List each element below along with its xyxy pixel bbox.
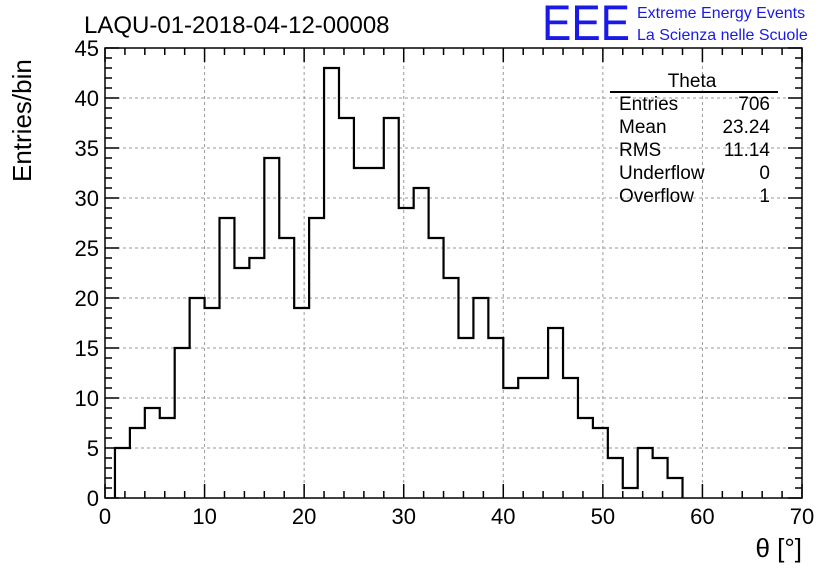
y-tick-label: 45 xyxy=(75,36,99,61)
logo-line-2: La Scienza nelle Scuole xyxy=(637,27,808,44)
histogram-bin xyxy=(145,408,160,498)
histogram-bin xyxy=(608,458,623,498)
y-tick-label: 30 xyxy=(75,186,99,211)
stats-label: RMS xyxy=(619,140,661,161)
stats-value: 11.14 xyxy=(724,140,771,161)
histogram-bin xyxy=(309,218,324,498)
y-tick-label: 20 xyxy=(75,286,99,311)
histogram-step-line xyxy=(113,66,684,498)
logo-line-1: Extreme Energy Events xyxy=(637,5,805,22)
y-tick-label: 40 xyxy=(75,86,99,111)
x-tick-label: 50 xyxy=(591,504,615,529)
histogram-bin xyxy=(160,418,175,498)
histogram-bin xyxy=(220,218,235,498)
histogram-bin xyxy=(279,238,294,498)
stats-rows: Entries 706 Mean 23.24 RMS 11.14 Underflow 0 Ove… xyxy=(619,94,770,207)
histogram-bin xyxy=(458,338,473,498)
x-tick-label: 40 xyxy=(491,504,515,529)
histogram-bin xyxy=(399,208,414,498)
stats-value: 1 xyxy=(759,186,770,207)
histogram-bin xyxy=(175,348,190,498)
histogram-bin xyxy=(593,428,608,498)
x-tick-label: 70 xyxy=(790,504,814,529)
histogram-bin xyxy=(339,118,354,498)
y-axis-title: Entries/bin xyxy=(7,59,37,182)
histogram-bin xyxy=(444,278,459,498)
stats-label: Underflow xyxy=(619,163,705,184)
stats-box: Theta Entries 706 Mean 23.24 RMS 11.14 Underfl… xyxy=(610,71,778,207)
stats-value: 706 xyxy=(738,94,770,115)
x-tick-label: 20 xyxy=(292,504,316,529)
grid-lines xyxy=(105,48,802,498)
histogram-bin xyxy=(354,168,369,498)
stats-label: Mean xyxy=(619,117,667,138)
histogram-bin xyxy=(638,448,653,498)
y-tick-label: 25 xyxy=(75,236,99,261)
histogram-outline xyxy=(113,66,684,498)
x-tick-label: 30 xyxy=(391,504,415,529)
histogram-bin xyxy=(234,268,249,498)
histogram-bin xyxy=(503,388,518,498)
histogram-bin xyxy=(384,118,399,498)
histogram-bin xyxy=(518,378,533,498)
stats-title: Theta xyxy=(668,71,717,92)
y-tick-label: 0 xyxy=(87,486,99,511)
histogram-bin xyxy=(369,168,384,498)
histogram-bin xyxy=(190,298,205,498)
stats-label: Overflow xyxy=(619,186,694,207)
histogram-bin xyxy=(488,338,503,498)
histogram-bin xyxy=(249,258,264,498)
axes xyxy=(104,47,803,499)
y-tick-label: 15 xyxy=(75,336,99,361)
histogram-bin xyxy=(205,308,220,498)
x-tick-label: 60 xyxy=(690,504,714,529)
eee-logo: EEE Extreme Energy Events La Scienza nel… xyxy=(542,0,808,51)
y-tick-label: 35 xyxy=(75,136,99,161)
x-tick-label: 10 xyxy=(192,504,216,529)
histogram-bin xyxy=(115,448,130,498)
histogram-bin xyxy=(473,298,488,498)
x-tick-label: 0 xyxy=(99,504,111,529)
histogram-bin xyxy=(668,478,683,498)
histogram-bin xyxy=(653,458,668,498)
y-tick-label: 5 xyxy=(87,436,99,461)
stats-value: 0 xyxy=(759,163,770,184)
histogram-bin xyxy=(264,158,279,498)
stats-value: 23.24 xyxy=(722,117,770,138)
chart-title: LAQU-01-2018-04-12-00008 xyxy=(84,12,390,39)
y-tick-label: 10 xyxy=(75,386,99,411)
histogram-bin xyxy=(563,378,578,498)
histogram-bin xyxy=(533,378,548,498)
x-axis-title: θ [°] xyxy=(755,533,802,563)
plot-frame xyxy=(104,47,803,499)
histogram-bin xyxy=(324,68,339,498)
histogram-bin xyxy=(578,418,593,498)
histogram-bin xyxy=(429,238,444,498)
histogram-bin xyxy=(623,488,638,498)
histogram-bin xyxy=(294,308,309,498)
histogram-bin xyxy=(130,428,145,498)
histogram-bin xyxy=(414,188,429,498)
eee-logo-mark: EEE xyxy=(542,0,630,51)
stats-label: Entries xyxy=(619,94,678,115)
histogram-bin xyxy=(548,328,563,498)
